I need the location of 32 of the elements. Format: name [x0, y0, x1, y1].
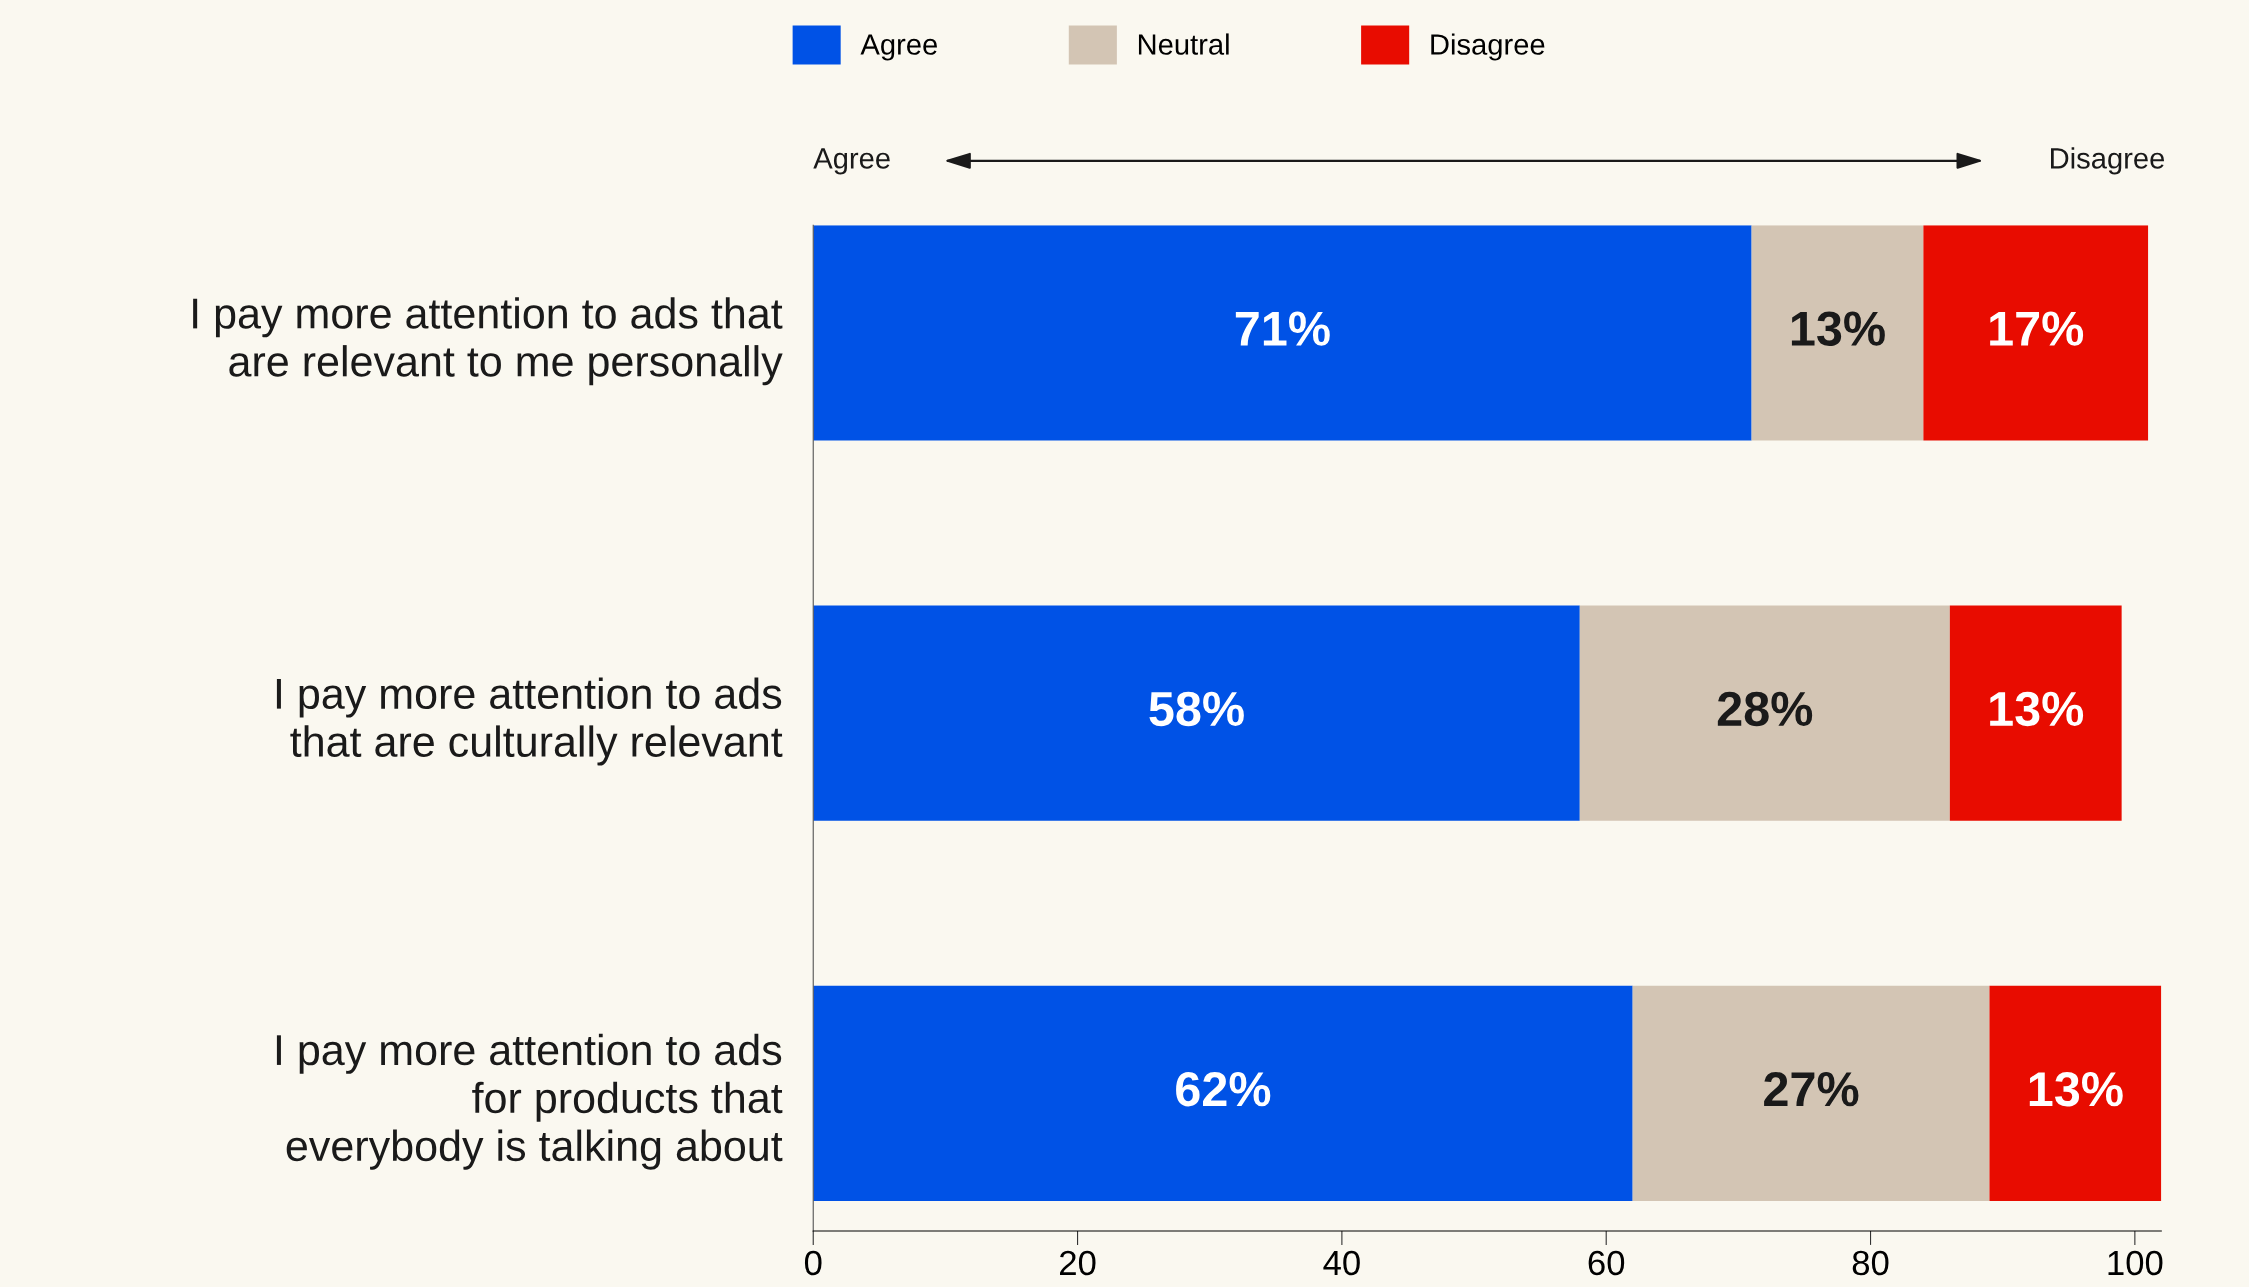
data-label: 13%	[1791, 311, 1885, 346]
bar	[1579, 605, 1950, 821]
bar	[1751, 225, 1924, 441]
x-tick-label: 60	[1588, 1250, 1625, 1276]
legend-label: Agree	[860, 34, 937, 61]
x-tick-label: 40	[1323, 1250, 1360, 1276]
x-tick-label: 20	[1060, 1250, 1096, 1276]
legend-label: Disagree	[1431, 33, 1545, 61]
x-tick-label: 0	[804, 1250, 822, 1276]
x-tick-label: 100	[2108, 1250, 2163, 1276]
data-label: 58%	[1149, 691, 1244, 727]
bar	[1949, 605, 2122, 821]
text: Agree	[813, 148, 890, 175]
data-label: 17%	[1990, 311, 2084, 346]
bar	[1989, 985, 2162, 1201]
data-label: 28%	[1717, 691, 1813, 727]
bar	[813, 985, 1633, 1201]
data-label: 71%	[1235, 311, 1330, 346]
data-label: 27%	[1764, 1071, 1859, 1107]
bar	[813, 605, 1580, 821]
legend-label: Neutral	[1138, 33, 1229, 55]
y-tick-label: I pay more attention to ads for products that everybody is talking about	[276, 1033, 783, 1170]
data-label: 13%	[1990, 691, 2084, 727]
bar	[1923, 225, 2149, 441]
y-tick-label: I pay more attention to ads that are relevant to me personally	[193, 297, 783, 386]
data-label: 62%	[1176, 1071, 1271, 1107]
y-tick-label: I pay more attention to ads that are culturally relevant	[276, 677, 783, 766]
data-label: 13%	[2029, 1071, 2123, 1107]
bar	[1632, 985, 1990, 1201]
x-tick-label: 80	[1852, 1250, 1889, 1276]
text: Disagree	[2051, 147, 2165, 175]
bar	[813, 225, 1752, 441]
